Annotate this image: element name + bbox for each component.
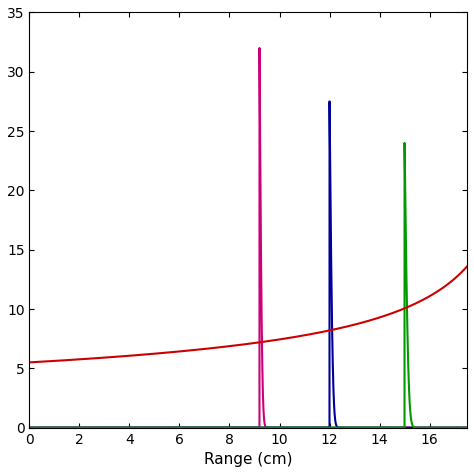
X-axis label: Range (cm): Range (cm): [204, 452, 292, 467]
